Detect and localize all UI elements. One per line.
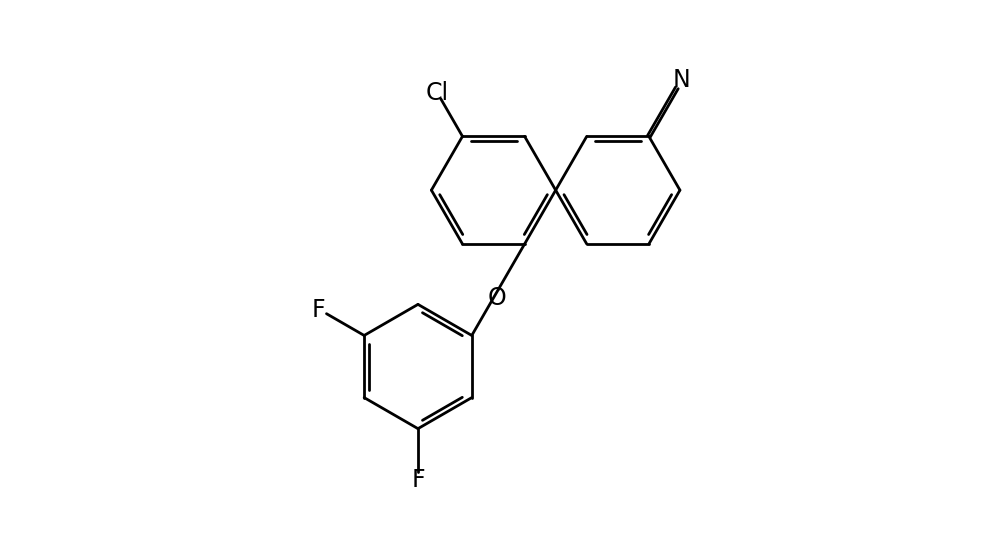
Text: O: O bbox=[487, 286, 506, 310]
Text: N: N bbox=[672, 68, 690, 92]
Text: F: F bbox=[311, 298, 326, 322]
Text: F: F bbox=[411, 468, 424, 492]
Text: Cl: Cl bbox=[426, 81, 450, 105]
